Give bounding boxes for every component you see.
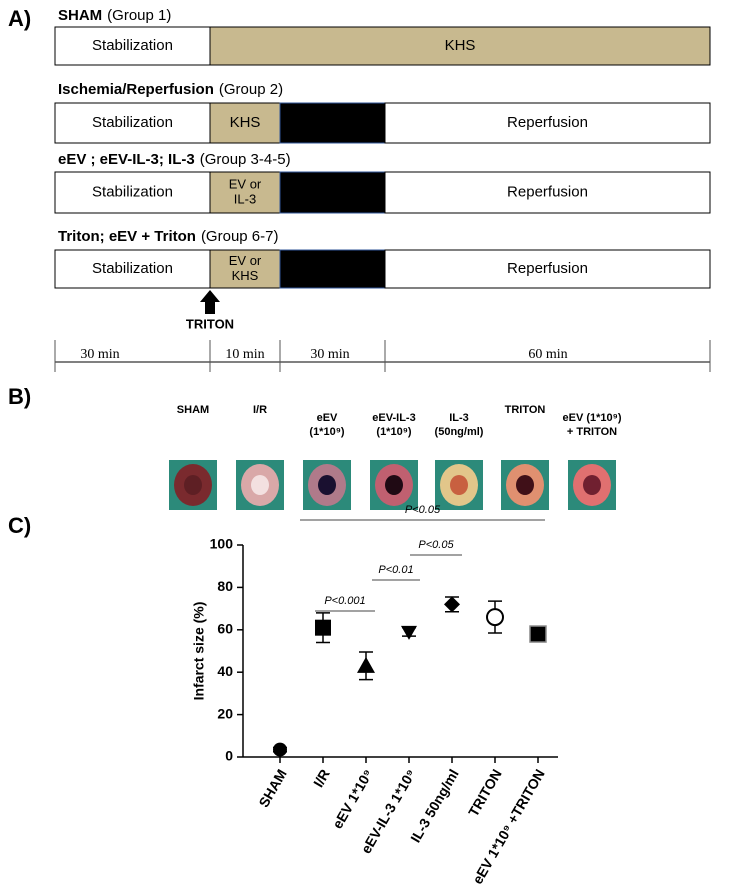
marker — [444, 596, 460, 613]
heart-lesion — [184, 475, 202, 495]
phase-box — [384, 249, 711, 289]
label-line: SHAM — [177, 404, 209, 416]
phase-box — [279, 102, 386, 144]
y-tick-label: 100 — [210, 536, 234, 552]
phase-label: EV or — [229, 253, 262, 268]
phase-label: Reperfusion — [507, 183, 588, 200]
heart-lesion — [450, 475, 468, 495]
group-heading: eEV ; eEV-IL-3; IL-3 (Group 3-4-5) — [58, 151, 291, 168]
panel-label: B) — [8, 384, 31, 409]
group-heading: Ischemia/Reperfusion (Group 2) — [58, 81, 283, 98]
label-line: (1*10⁹) — [376, 426, 412, 438]
y-tick-label: 0 — [225, 748, 233, 764]
phase-box — [209, 249, 281, 289]
phase-label: Stabilization — [92, 114, 173, 131]
phase-label: KHS — [232, 268, 259, 283]
y-tick-label: 60 — [217, 621, 233, 637]
group-number: (Group 2) — [219, 81, 283, 98]
label-line: (1*10⁹) — [309, 426, 345, 438]
group-name: eEV ; eEV-IL-3; IL-3 — [58, 151, 195, 168]
x-tick-label: SHAM — [255, 766, 289, 810]
label-line: I/R — [253, 404, 267, 416]
heart-lesion — [318, 475, 336, 495]
phase-label: Stabilization — [92, 260, 173, 277]
y-axis-title: Infarct size (%) — [191, 602, 207, 701]
phase-label: IL-3 — [234, 191, 256, 206]
group-name: SHAM — [58, 7, 102, 24]
significance-label: P<0.001 — [324, 595, 365, 607]
group-heading: SHAM (Group 1) — [58, 7, 171, 24]
y-tick-label: 20 — [217, 705, 233, 721]
marker — [357, 656, 375, 673]
group-heading: Triton; eEV + Triton (Group 6-7) — [58, 228, 278, 245]
label-line: eEV-IL-3 — [372, 412, 415, 424]
y-tick-label: 40 — [217, 663, 233, 679]
heart-lesion — [516, 475, 534, 495]
marker — [273, 742, 287, 757]
x-tick-label: TRITON — [465, 766, 505, 819]
phase-box — [279, 249, 386, 289]
label-line: IL-3 — [449, 412, 469, 424]
duration: 30 min — [310, 347, 349, 362]
phase-label: Reperfusion — [507, 114, 588, 131]
phase-box — [54, 102, 211, 144]
phase-box — [54, 171, 211, 214]
duration: 10 min — [225, 347, 264, 362]
label-line: + TRITON — [567, 426, 617, 438]
heart-lesion — [583, 475, 601, 495]
significance-label: P<0.01 — [378, 564, 413, 576]
significance-label: P<0.05 — [405, 504, 441, 516]
phase-label: EV or — [229, 176, 262, 191]
phase-box — [384, 171, 711, 214]
y-tick-label: 80 — [217, 578, 233, 594]
phase-box — [54, 26, 211, 66]
panel-label: C) — [8, 513, 31, 538]
marker — [315, 619, 331, 636]
phase-label: Ischemia — [302, 260, 363, 277]
group-name: Ischemia/Reperfusion — [58, 81, 214, 98]
marker — [401, 625, 417, 640]
label-line: TRITON — [505, 404, 546, 416]
x-tick-label: I/R — [310, 766, 333, 789]
group-number: (Group 6-7) — [201, 228, 279, 245]
group-number: (Group 3-4-5) — [200, 151, 291, 168]
group-number: (Group 1) — [107, 7, 171, 24]
label-line: eEV — [317, 412, 338, 424]
marker — [486, 608, 504, 627]
phase-box — [384, 102, 711, 144]
marker — [529, 625, 547, 643]
phase-box — [209, 26, 711, 66]
arrow — [200, 290, 220, 314]
heart-lesion — [385, 475, 403, 495]
phase-label: Stabilization — [92, 37, 173, 54]
significance-label: P<0.05 — [418, 539, 454, 551]
group-name: Triton; eEV + Triton — [58, 228, 196, 245]
phase-label: Reperfusion — [507, 260, 588, 277]
panel-label: A) — [8, 6, 31, 31]
label-line: (50ng/ml) — [435, 426, 484, 438]
duration: 60 min — [528, 347, 567, 362]
label-line: eEV (1*10⁹) — [562, 412, 621, 424]
phase-box — [279, 171, 386, 214]
arrow-label: TRITON — [186, 316, 234, 331]
phase-box — [209, 171, 281, 214]
phase-label: Stabilization — [92, 183, 173, 200]
heart-lesion — [251, 475, 269, 495]
x-tick-label: eEV 1*10⁹ — [329, 766, 376, 831]
duration: 30 min — [80, 347, 119, 362]
phase-label: Ischemia — [302, 183, 363, 200]
phase-label: KHS — [230, 114, 261, 131]
phase-label: KHS — [445, 37, 476, 54]
phase-label: Ischemia — [302, 114, 363, 131]
